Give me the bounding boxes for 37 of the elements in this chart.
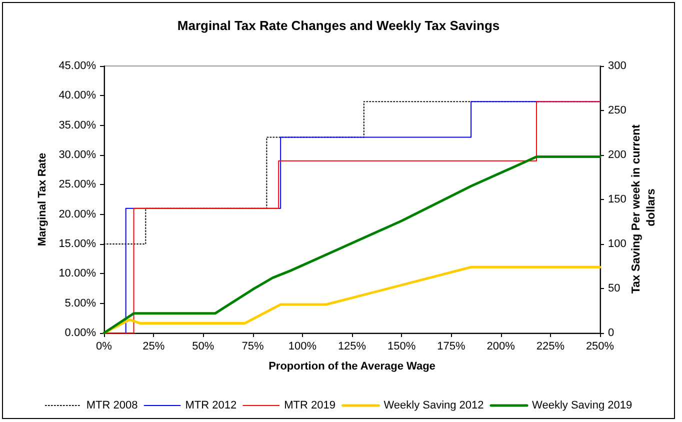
y-tick-label: 0.00% [64, 327, 96, 339]
x-tick-label: 200% [486, 340, 516, 352]
x-tick-label: 225% [536, 340, 565, 352]
y-tick-label: 30.00% [58, 149, 96, 161]
x-axis-title: Proportion of the Average Wage [268, 360, 436, 372]
x-tick-label: 125% [338, 340, 366, 352]
y-tick-label: 35.00% [58, 119, 96, 132]
y-tick-label: 10.00% [58, 268, 96, 280]
y2-tick-label: 200 [608, 149, 626, 161]
x-tick-label: 25% [142, 340, 165, 352]
y-tick-label: 40.00% [58, 90, 96, 102]
legend-label: Weekly Saving 2012 [384, 400, 484, 412]
y-tick-label: 25.00% [58, 178, 96, 191]
y2-tick-label: 50 [608, 282, 620, 294]
y2-axis-title: Tax Saving Per week in current dollars [630, 121, 658, 294]
y-tick-label: 5.00% [64, 297, 96, 310]
legend-label: MTR 2019 [284, 400, 336, 412]
y-tick-label: 45.00% [58, 60, 96, 72]
y-tick-label: 15.00% [58, 238, 96, 250]
y-axis-title: Marginal Tax Rate [36, 152, 48, 246]
y2-tick-label: 0 [608, 327, 614, 339]
x-tick-label: 0% [96, 340, 112, 352]
chart-title: Marginal Tax Rate Changes and Weekly Tax Savings [177, 18, 500, 33]
legend-label: MTR 2008 [86, 400, 138, 412]
y2-tick-label: 300 [608, 60, 626, 72]
y-tick-label: 20.00% [58, 208, 96, 220]
legend-label: MTR 2012 [185, 400, 237, 412]
y2-tick-label: 250 [608, 104, 626, 116]
x-tick-label: 175% [437, 340, 466, 352]
x-tick-label: 75% [242, 340, 264, 352]
x-tick-label: 150% [388, 340, 416, 352]
legend-label: Weekly Saving 2019 [532, 400, 632, 412]
y2-tick-label: 150 [608, 194, 626, 206]
x-tick-label: 250% [586, 340, 614, 352]
x-tick-label: 50% [192, 340, 214, 352]
x-tick-label: 100% [288, 340, 317, 352]
y2-tick-label: 100 [608, 238, 626, 250]
